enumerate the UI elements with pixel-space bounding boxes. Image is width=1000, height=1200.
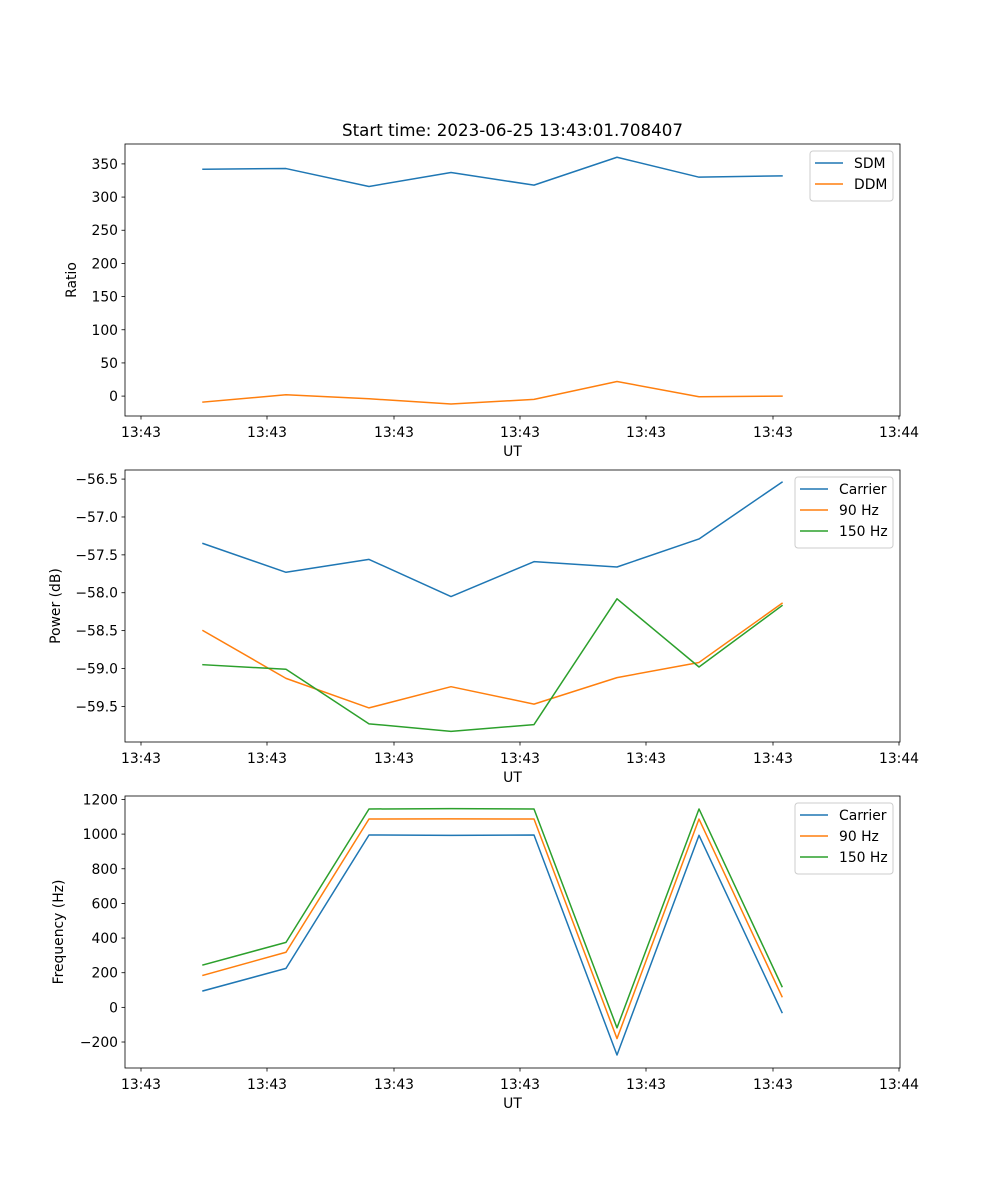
frequency-y-tick-label: 400 (91, 931, 118, 947)
frequency-legend: Carrier 90 Hz 150 Hz (794, 802, 894, 875)
figure-title: Start time: 2023-06-25 13:43:01.708407 (342, 120, 683, 140)
ratio-y-tick-label: 350 (91, 157, 118, 173)
frequency-series-line-150-hz (202, 807, 783, 1029)
frequency-x-tick-label: 13:43 (121, 1077, 161, 1093)
power-series-line-150-hz (202, 598, 784, 733)
ratio-legend-label: SDM (854, 156, 886, 172)
power-legend-label: 150 Hz (839, 524, 888, 540)
ratio-y-tick-label: 0 (109, 389, 118, 405)
frequency-x-tick-label: 13:44 (879, 1077, 919, 1093)
power-y-tick-label: −57.0 (75, 510, 118, 526)
power-x-tick-label: 13:43 (500, 751, 540, 767)
frequency-y-tick-label: 1000 (83, 827, 118, 843)
frequency-x-tick-label: 13:43 (500, 1077, 540, 1093)
power-legend-label: Carrier (839, 482, 887, 498)
ratio-x-tick-label: 13:44 (879, 425, 919, 441)
power-series-line-carrier (202, 481, 784, 598)
frequency-x-tick-label: 13:43 (753, 1077, 793, 1093)
chart-panel-ratio: 13:43 13:43 13:43 13:43 13:43 13:43 13:44 0 50 10… (64, 143, 919, 460)
ratio-x-tick-label: 13:43 (753, 425, 793, 441)
frequency-y-tick-label: 0 (109, 1000, 118, 1016)
ratio-y-tick-label: 200 (91, 256, 118, 272)
power-x-tick-label: 13:43 (121, 751, 161, 767)
chart-panel-power: 13:43 13:43 13:43 13:43 13:43 13:43 13:44 −59.5… (48, 469, 919, 786)
frequency-y-tick-label: 800 (91, 862, 118, 878)
power-x-tick-label: 13:43 (626, 751, 666, 767)
ratio-series-line-sdm (202, 156, 783, 188)
frequency-x-tick-label: 13:43 (626, 1077, 666, 1093)
power-x-tick-label: 13:43 (247, 751, 287, 767)
power-x-axis-label: UT (503, 770, 522, 786)
power-series-line-90-hz (201, 602, 784, 709)
power-legend-label: 90 Hz (839, 503, 879, 519)
ratio-y-tick-label: 100 (91, 323, 118, 339)
ratio-y-tick-label: 300 (91, 190, 118, 206)
power-y-tick-label: −59.5 (75, 699, 118, 715)
frequency-legend-label: Carrier (839, 808, 887, 824)
power-y-axis-label: Power (dB) (48, 568, 64, 644)
power-axes-frame (124, 469, 901, 743)
power-y-tick-label: −57.5 (75, 548, 118, 564)
ratio-x-tick-label: 13:43 (247, 425, 287, 441)
chart-panel-frequency: 13:43 13:43 13:43 13:43 13:43 13:43 13:44 −200 0… (51, 792, 919, 1112)
frequency-legend-label: 150 Hz (839, 850, 888, 866)
ratio-axes-frame (124, 143, 901, 417)
ratio-x-tick-label: 13:43 (626, 425, 666, 441)
frequency-y-tick-label: 600 (91, 896, 118, 912)
frequency-series-line-90-hz (202, 818, 783, 1040)
ratio-y-tick-label: 150 (91, 290, 118, 306)
frequency-y-axis-label: Frequency (Hz) (51, 880, 67, 985)
power-x-tick-label: 13:44 (879, 751, 919, 767)
power-x-tick-label: 13:43 (374, 751, 414, 767)
power-x-tick-label: 13:43 (753, 751, 793, 767)
ratio-legend-label: DDM (854, 177, 887, 193)
frequency-axes-frame (124, 795, 901, 1069)
power-y-tick-label: −58.0 (75, 586, 118, 602)
ratio-y-tick-label: 50 (100, 356, 118, 372)
power-legend: Carrier 90 Hz 150 Hz (794, 476, 894, 549)
frequency-x-tick-label: 13:43 (247, 1077, 287, 1093)
ratio-x-tick-label: 13:43 (500, 425, 540, 441)
frequency-y-tick-label: 1200 (83, 792, 118, 808)
power-y-tick-label: −56.5 (75, 472, 118, 488)
ratio-legend: SDM DDM (809, 150, 894, 202)
ratio-x-tick-label: 13:43 (121, 425, 161, 441)
frequency-legend-label: 90 Hz (839, 829, 879, 845)
frequency-series-line-carrier (202, 834, 783, 1056)
frequency-y-tick-label: −200 (80, 1035, 118, 1051)
frequency-y-tick-label: 200 (91, 966, 118, 982)
ratio-series-line-ddm (202, 380, 783, 405)
ratio-y-tick-label: 250 (91, 223, 118, 239)
power-y-tick-label: −58.5 (75, 624, 118, 640)
frequency-x-tick-label: 13:43 (374, 1077, 414, 1093)
ratio-y-axis-label: Ratio (64, 262, 80, 298)
ratio-x-tick-label: 13:43 (374, 425, 414, 441)
frequency-x-axis-label: UT (503, 1096, 522, 1112)
ratio-x-axis-label: UT (503, 444, 522, 460)
power-y-tick-label: −59.0 (75, 662, 118, 678)
